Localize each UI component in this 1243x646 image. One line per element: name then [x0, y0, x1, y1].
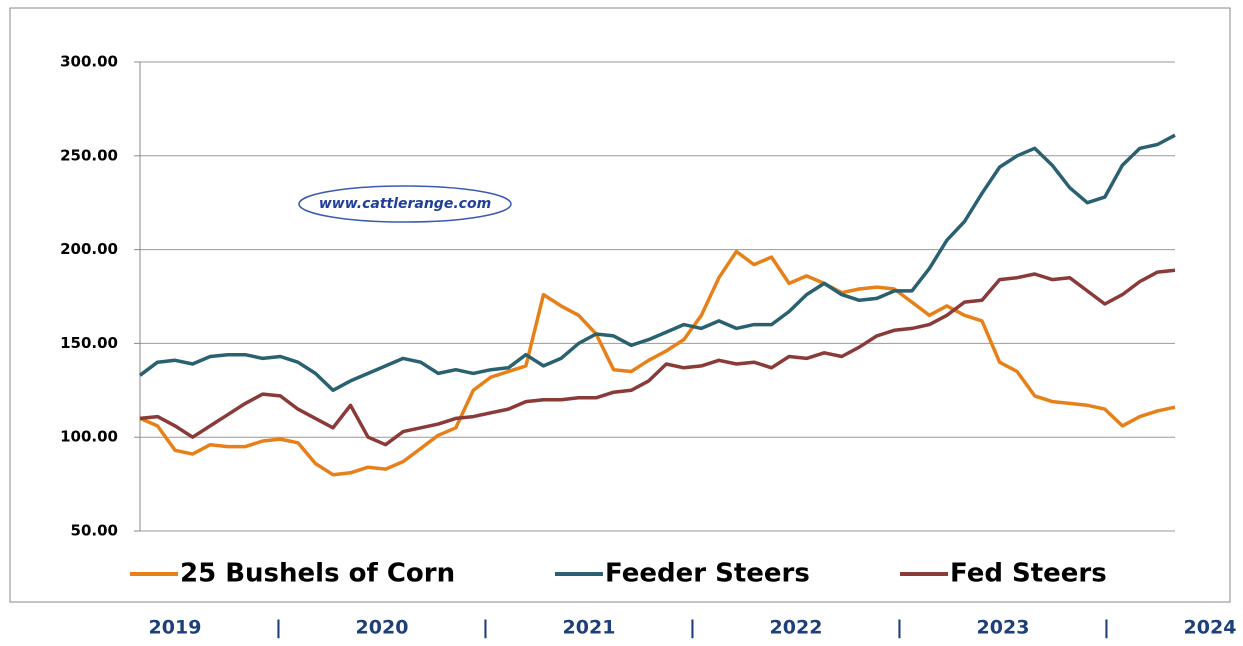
- legend-label: 25 Bushels of Corn: [180, 559, 455, 589]
- y-tick-label: 250.00: [60, 146, 118, 164]
- x-label: |: [896, 617, 903, 639]
- y-tick-label: 50.00: [71, 522, 118, 540]
- watermark-ellipse: [298, 185, 512, 223]
- x-label: 2021: [563, 617, 616, 639]
- series-line: [139, 268, 1176, 447]
- x-label: |: [689, 617, 696, 639]
- x-label: 2020: [356, 617, 409, 639]
- watermark: www.cattlerange.com: [319, 196, 491, 212]
- series-line: [138, 133, 1176, 393]
- chart-border: [9, 7, 1231, 603]
- x-label: 2023: [977, 617, 1030, 639]
- x-label: 2022: [770, 617, 823, 639]
- x-label: |: [275, 617, 282, 639]
- y-tick-label: 300.00: [60, 53, 118, 71]
- y-tick-label: 200.00: [60, 240, 118, 258]
- x-label: |: [482, 617, 489, 639]
- legend-label: Feeder Steers: [605, 559, 810, 589]
- x-label: 2019: [149, 617, 202, 639]
- y-tick-label: 100.00: [60, 428, 118, 446]
- y-tick-label: 150.00: [60, 334, 118, 352]
- series-line: [139, 249, 1176, 477]
- x-label: 2024: [1184, 617, 1237, 639]
- x-label: |: [1103, 617, 1110, 639]
- legend-label: Fed Steers: [950, 559, 1107, 589]
